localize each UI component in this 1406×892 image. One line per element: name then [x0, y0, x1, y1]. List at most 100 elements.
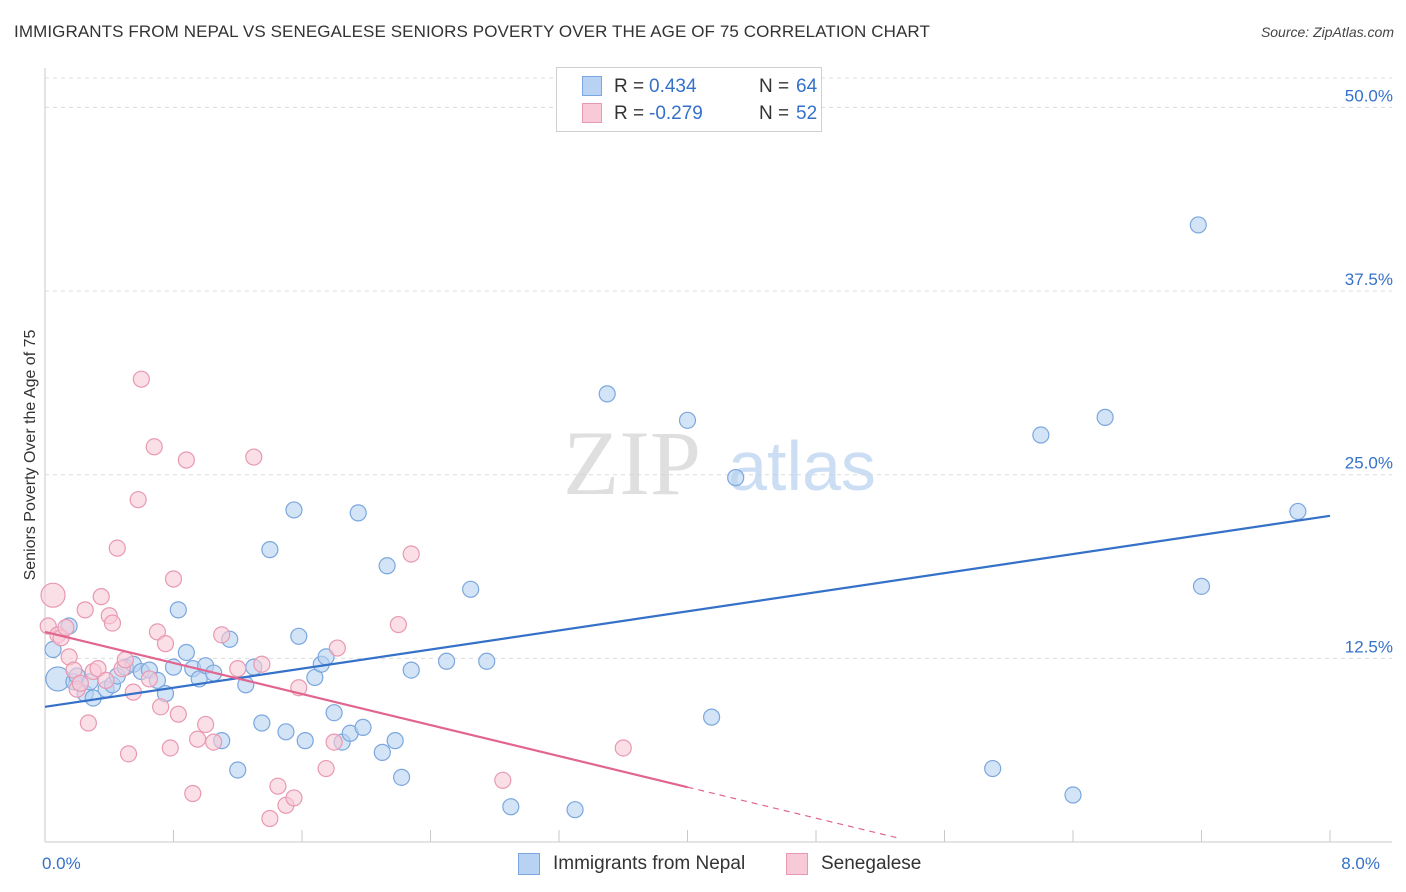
senegalese-point	[152, 698, 170, 716]
senegalese-point	[79, 714, 97, 732]
senegalese-point	[148, 623, 167, 641]
nepal-point	[229, 761, 247, 779]
nepal-point	[261, 541, 279, 559]
bottom-legend-label-senegalese: Senegalese	[821, 853, 922, 874]
nepal-point	[678, 411, 697, 429]
nepal-point	[984, 759, 1002, 778]
legend-n-value-senegalese: 52	[796, 103, 818, 124]
senegalese-point	[103, 614, 122, 632]
bottom-legend-swatch-senegalese	[786, 853, 808, 875]
series-nepal-points	[44, 216, 1307, 819]
senegalese-point	[89, 660, 107, 678]
senegalese-point	[40, 582, 66, 608]
senegalese-point	[494, 771, 512, 789]
senegalese-point	[328, 639, 346, 657]
x-tick-label: 0.0%	[42, 854, 81, 873]
nepal-point	[1192, 577, 1211, 595]
watermark-atlas: atlas	[728, 427, 876, 505]
chart-title: IMMIGRANTS FROM NEPAL VS SENEGALESE SENI…	[14, 22, 930, 41]
senegalese-point	[71, 674, 89, 692]
senegalese-point	[57, 618, 75, 637]
correlation-legend: R = 0.434 N = 64 R = -0.279 N = 52	[556, 67, 822, 132]
nepal-point	[502, 798, 520, 816]
nepal-point	[392, 768, 411, 786]
senegalese-point	[325, 733, 343, 751]
gridlines	[45, 77, 1392, 659]
nepal-point	[386, 732, 404, 750]
senegalese-point	[285, 789, 303, 807]
nepal-point	[325, 704, 343, 722]
senegalese-point	[140, 670, 159, 688]
nepal-point	[702, 708, 721, 726]
senegalese-point	[614, 739, 632, 757]
x-tick-label: 8.0%	[1341, 854, 1380, 873]
legend-r-label: R =	[614, 103, 645, 124]
senegalese-point	[164, 570, 183, 588]
senegalese-trend-line-extension	[687, 786, 897, 839]
senegalese-point	[177, 451, 195, 469]
senegalese-trend-line	[44, 630, 688, 789]
nepal-point	[296, 732, 314, 750]
nepal-point	[1189, 216, 1207, 234]
nepal-point	[354, 718, 372, 737]
legend-n-label: N =	[759, 103, 790, 124]
senegalese-point	[197, 715, 215, 734]
senegalese-point	[132, 370, 150, 388]
senegalese-point	[317, 759, 335, 778]
nepal-point	[478, 652, 496, 670]
nepal-point	[177, 643, 195, 662]
senegalese-point	[389, 615, 407, 634]
senegalese-point	[229, 660, 247, 678]
senegalese-point	[261, 809, 279, 828]
senegalese-point	[116, 651, 134, 669]
series-senegalese-points	[39, 370, 632, 828]
legend-n-label: N =	[759, 76, 790, 97]
y-tick-label: 37.5%	[1345, 270, 1393, 289]
senegalese-point	[269, 777, 287, 795]
nepal-point	[253, 714, 271, 732]
bottom-legend-swatch-nepal	[518, 853, 540, 875]
axes	[44, 68, 1392, 843]
senegalese-point	[119, 745, 138, 763]
y-tick-label: 25.0%	[1345, 454, 1393, 473]
senegalese-point	[213, 626, 231, 644]
tick-labels: 12.5% 25.0% 37.5% 50.0% 0.0% 8.0%	[42, 86, 1393, 873]
bottom-legend-label-nepal: Immigrants from Nepal	[553, 853, 746, 874]
senegalese-point	[92, 588, 110, 606]
nepal-point	[727, 469, 745, 487]
senegalese-point	[76, 601, 94, 619]
senegalese-point	[129, 491, 147, 509]
legend-r-value-nepal: 0.434	[649, 76, 697, 97]
nepal-point	[378, 557, 396, 575]
senegalese-point	[253, 655, 271, 673]
legend-swatch-senegalese	[582, 103, 602, 123]
source-label: Source: ZipAtlas.com	[1260, 24, 1394, 40]
nepal-point	[402, 661, 420, 679]
senegalese-point	[161, 739, 179, 757]
senegalese-point	[169, 705, 187, 723]
senegalese-point	[145, 438, 163, 456]
senegalese-point	[97, 671, 115, 689]
nepal-point	[169, 601, 187, 619]
nepal-point	[277, 723, 295, 741]
y-tick-label: 12.5%	[1345, 637, 1393, 656]
senegalese-point	[402, 545, 420, 563]
nepal-point	[285, 501, 303, 519]
nepal-trend-line	[44, 514, 1331, 708]
legend-r-value-senegalese: -0.279	[649, 103, 703, 124]
legend-n-value-nepal: 64	[796, 76, 818, 97]
senegalese-point	[245, 448, 263, 466]
trend-lines	[44, 514, 1331, 839]
nepal-point	[349, 504, 367, 522]
y-tick-label: 50.0%	[1345, 86, 1393, 105]
senegalese-point	[205, 733, 223, 751]
nepal-point	[462, 580, 480, 598]
nepal-point	[1064, 786, 1082, 804]
nepal-point	[1289, 502, 1307, 521]
nepal-point	[290, 627, 308, 645]
senegalese-point	[184, 784, 202, 803]
senegalese-point	[156, 635, 175, 653]
nepal-point	[1096, 408, 1114, 426]
senegalese-point	[108, 539, 126, 557]
